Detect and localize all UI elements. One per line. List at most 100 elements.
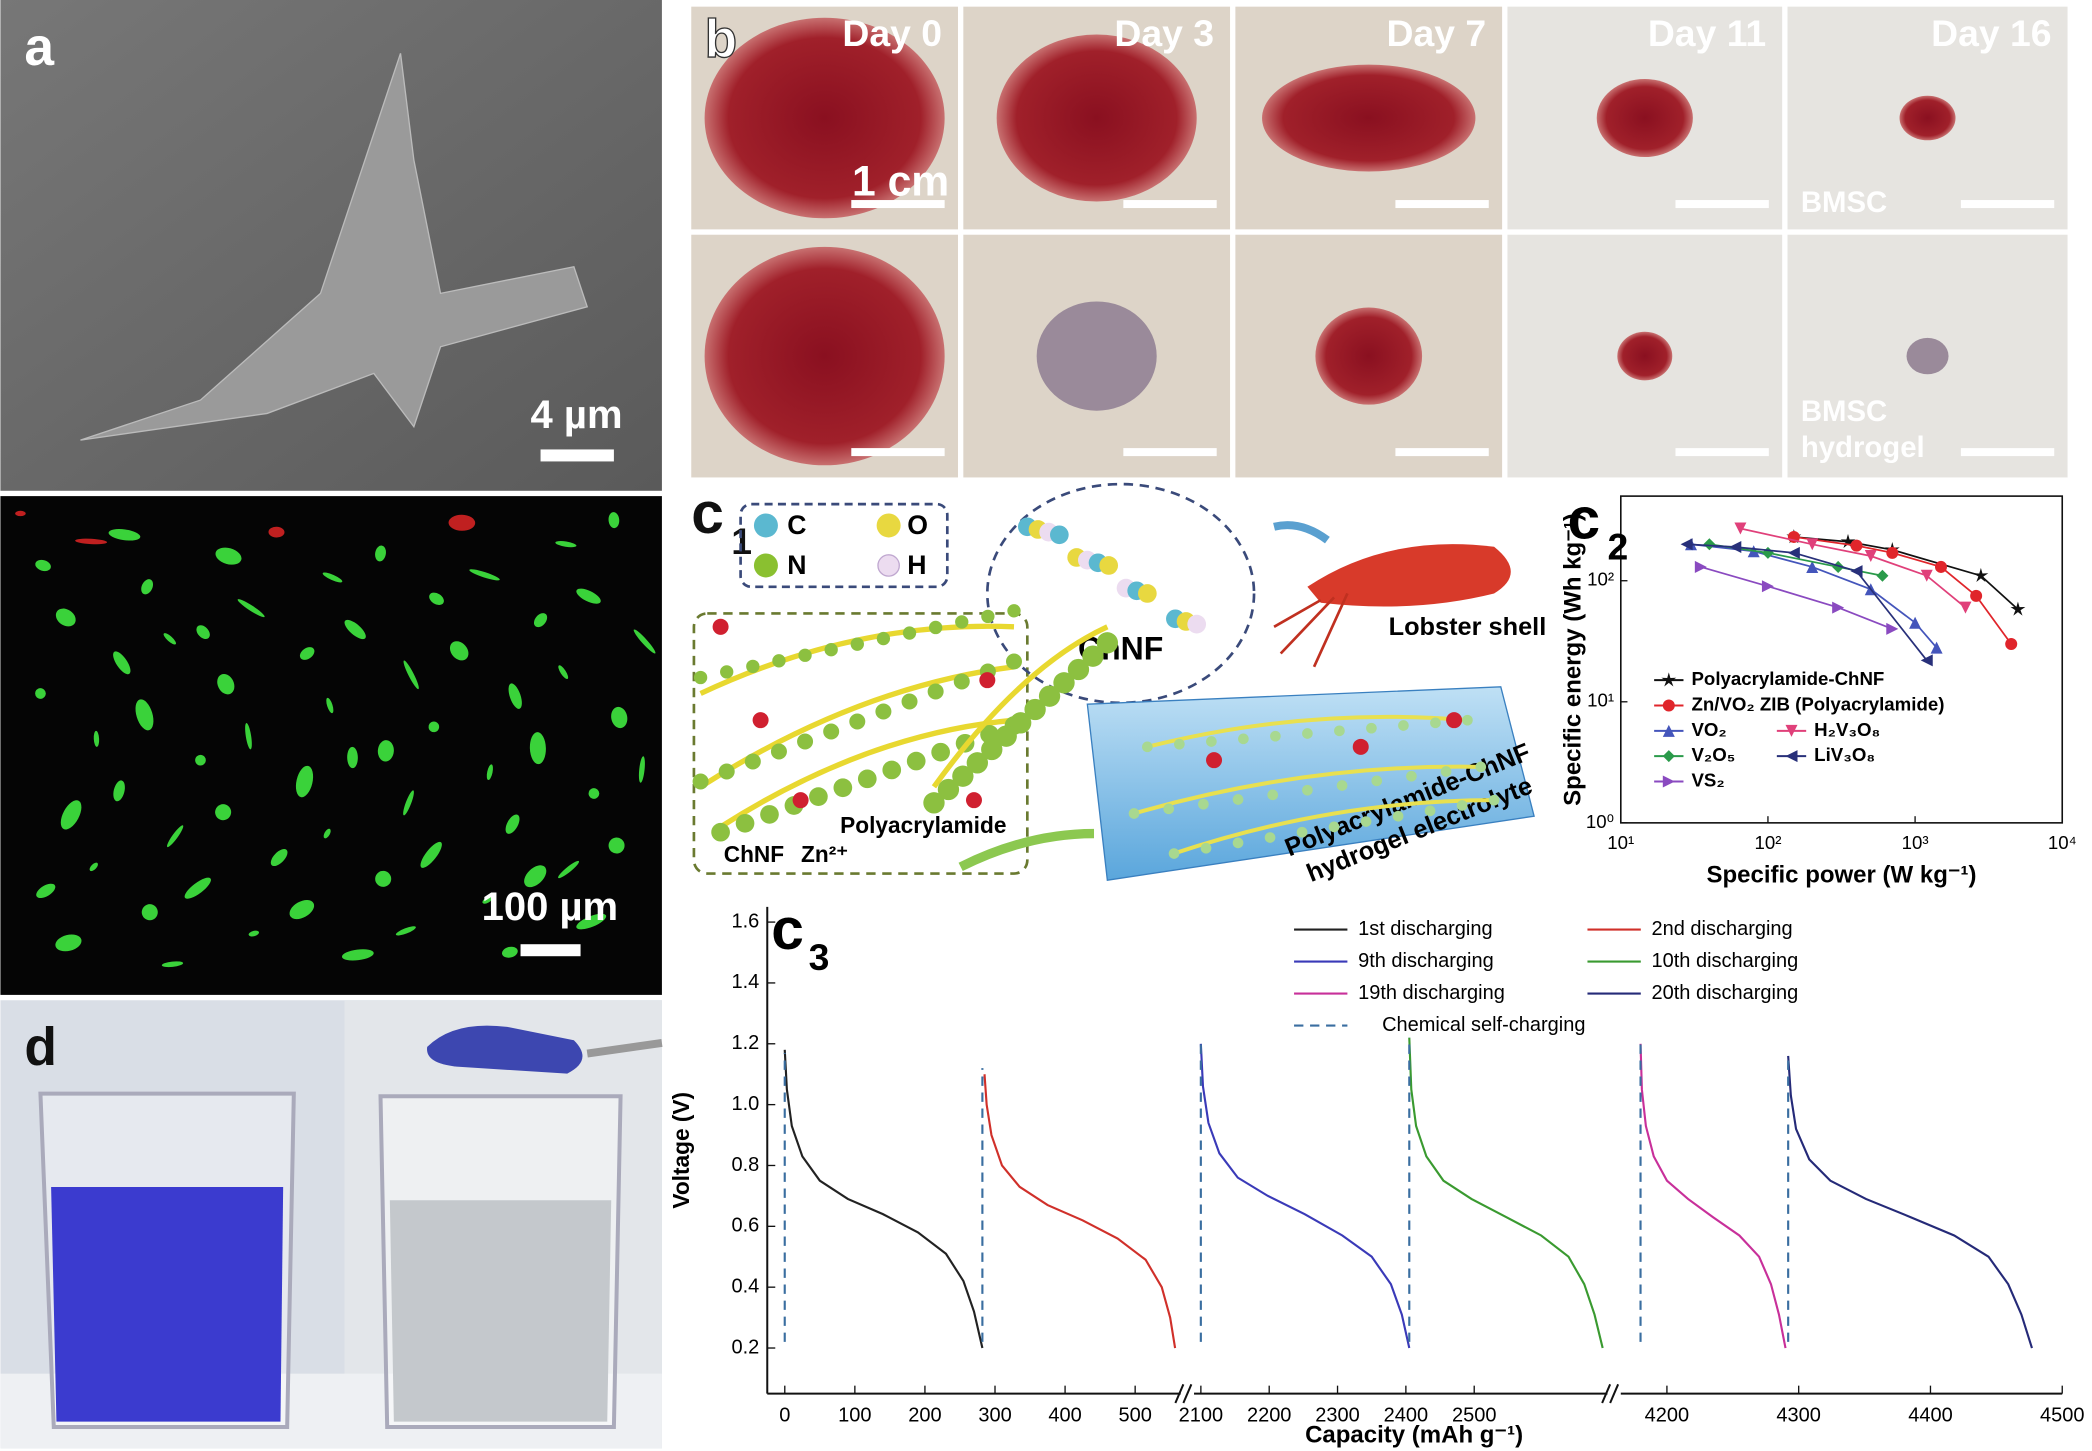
scale-bar [1675,200,1769,209]
bead [1267,789,1279,801]
marker [1662,775,1675,788]
source-label: Lobster shell [1389,613,1547,641]
bead [952,765,974,787]
atom-o [876,513,901,538]
day-label: Day 0 [842,12,942,54]
bead [797,733,814,750]
bead [1360,816,1372,827]
y-tick-label: 10² [1587,569,1614,590]
bead [1024,698,1046,721]
x-tick-label: 4300 [1776,1405,1820,1427]
cell [429,592,444,606]
legend-label: VS₂ [1691,769,1724,790]
bead [1456,800,1468,811]
bead [1488,794,1500,806]
cell [15,510,26,517]
wound [996,34,1197,202]
x-tick-label: 2300 [1315,1405,1360,1427]
cell [113,780,125,802]
x-axis-label: Specific power (W kg⁻¹) [1707,862,1977,889]
marker [1864,550,1877,563]
scale-bar [1395,448,1489,457]
bead [966,752,988,774]
marker [1787,546,1800,559]
cell [505,814,520,834]
cell [403,660,419,690]
molecule-circle [985,482,1256,705]
marker [2010,601,2026,616]
atom-label: N [787,550,806,580]
hydrogel [427,1025,583,1074]
x-tick-label: 10⁴ [2048,832,2077,853]
scale-text: 100 µm [482,885,618,929]
marker [1920,654,1933,667]
bead [735,813,755,833]
bead [692,773,709,790]
series-line [1199,1043,1411,1349]
marker [1832,560,1845,573]
bead [927,683,944,700]
atom-n [753,553,778,578]
bead [1238,733,1249,745]
ion [752,712,769,729]
bead [937,778,960,801]
cell [295,765,314,798]
clear-liquid [389,1200,612,1422]
cell [326,697,334,714]
wound [1617,331,1673,381]
marker [2005,638,2018,651]
marker [1761,580,1774,593]
atom-label: C [787,510,806,540]
series-line [1793,536,2012,645]
bead [1163,803,1175,815]
y-tick-label: 0.4 [731,1275,759,1297]
atom [1050,525,1069,545]
day-label: Day 7 [1386,12,1486,54]
bead [1430,717,1441,729]
cell [533,613,548,628]
x-tick-label: 100 [838,1405,871,1427]
cell [93,730,100,747]
cell [611,706,628,729]
x-tick-label: 300 [978,1405,1011,1427]
bead [824,643,838,657]
y-tick-label: 1.6 [731,910,759,932]
x-tick-label: 4500 [2040,1405,2085,1427]
atom [1138,584,1157,603]
bead [1053,672,1075,694]
axis-break [1174,1383,1185,1404]
cell [375,545,386,562]
x-tick-label: 2400 [1384,1405,1429,1427]
marker [1729,540,1742,553]
atom-legend-box [739,502,949,589]
fiber [1133,764,1481,816]
x-tick-label: 10² [1754,832,1781,853]
marker [1886,622,1899,635]
bead [798,648,812,662]
scale-bar [540,449,614,462]
x-tick-label: 2100 [1179,1405,1224,1427]
wound [704,246,945,466]
cell [163,633,177,645]
scale-bar [1675,448,1769,457]
ion [712,618,729,635]
bead [928,620,943,635]
ion [965,792,982,809]
scale-bar [1123,200,1217,209]
panel-label: c [691,481,724,546]
scale-text: 4 µm [531,393,623,437]
marker [1886,546,1899,559]
cell [270,849,288,867]
bead [720,665,734,679]
cell [576,913,607,930]
legend-label: 20th discharging [1651,982,1798,1004]
x-tick-label: 400 [1048,1405,1081,1427]
cell [135,699,154,731]
cell [35,559,51,572]
marker [1934,560,1948,573]
bead [980,725,999,744]
x-tick-label: 2500 [1452,1405,1497,1427]
series-line [1700,566,1893,630]
cell [633,629,656,654]
